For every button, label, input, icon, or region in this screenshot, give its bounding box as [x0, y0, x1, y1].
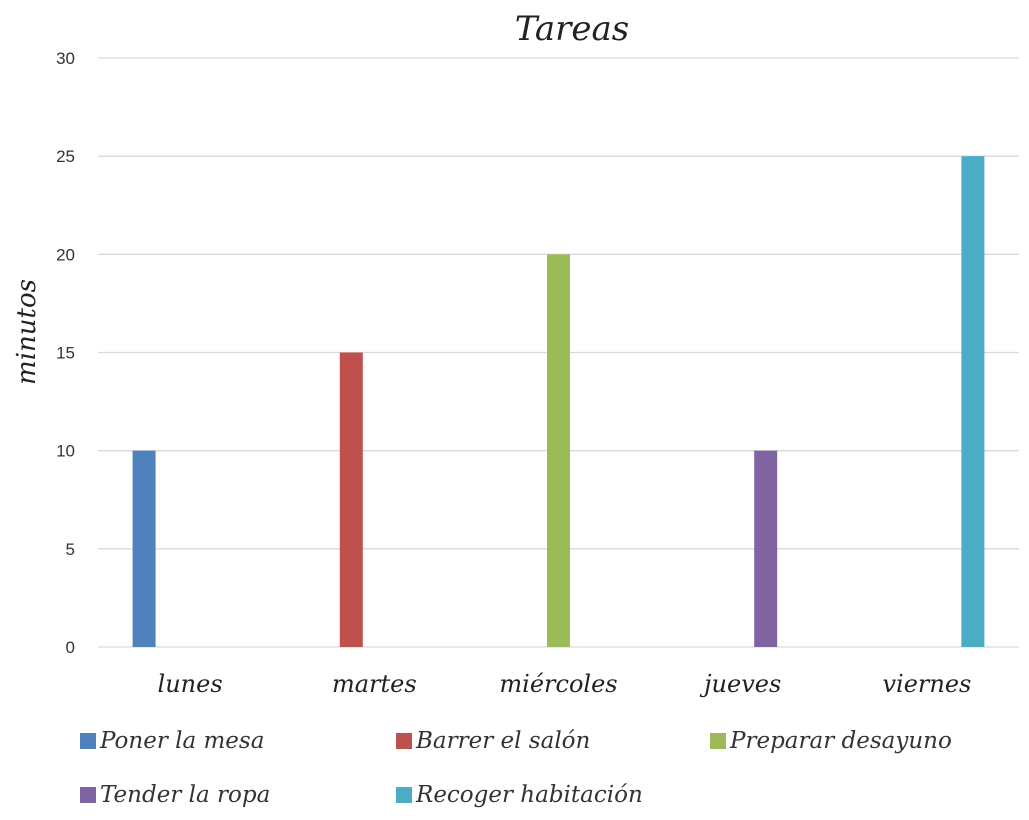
legend-item: Recoger habitación: [396, 782, 643, 808]
bars: [132, 156, 985, 648]
chart-title: Tareas: [515, 9, 629, 49]
legend-label: Preparar desayuno: [729, 728, 952, 754]
legend-swatch: [80, 787, 96, 803]
bar: [754, 450, 778, 647]
bar: [961, 156, 985, 647]
y-tick-label: 15: [56, 344, 75, 363]
legend-label: Barrer el salón: [415, 728, 590, 754]
y-tick-label: 10: [56, 442, 75, 461]
legend-item: Preparar desayuno: [710, 728, 952, 754]
y-tick-label: 5: [66, 540, 75, 559]
x-category-label: miércoles: [499, 670, 617, 698]
legend-item: Tender la ropa: [80, 782, 270, 808]
y-tick-label: 25: [56, 147, 75, 166]
legend-swatch: [710, 733, 726, 749]
legend-item: Barrer el salón: [396, 728, 590, 754]
legend-label: Tender la ropa: [100, 782, 270, 808]
legend-swatch: [80, 733, 96, 749]
x-category-label: viernes: [882, 670, 971, 698]
y-tick-label: 20: [56, 245, 75, 264]
bar: [339, 352, 363, 647]
legend: Poner la mesa Barrer el salón Preparar des…: [80, 728, 952, 808]
y-tick-label: 0: [66, 638, 75, 657]
legend-label: Poner la mesa: [99, 728, 264, 754]
y-tick-label: 30: [56, 49, 75, 68]
legend-item: Poner la mesa: [80, 728, 264, 754]
x-axis-categories: lunes martes miércoles jueves viernes: [158, 670, 972, 698]
legend-swatch: [396, 787, 412, 803]
x-category-label: lunes: [158, 670, 223, 698]
legend-swatch: [396, 733, 412, 749]
x-category-label: martes: [332, 670, 417, 698]
x-category-label: jueves: [699, 670, 781, 698]
y-axis-label: minutos: [12, 279, 42, 385]
bar: [132, 450, 156, 647]
y-axis-ticks: 0 5 10 15 20 25 30: [56, 49, 75, 657]
bar: [547, 254, 570, 648]
legend-label: Recoger habitación: [415, 782, 643, 808]
